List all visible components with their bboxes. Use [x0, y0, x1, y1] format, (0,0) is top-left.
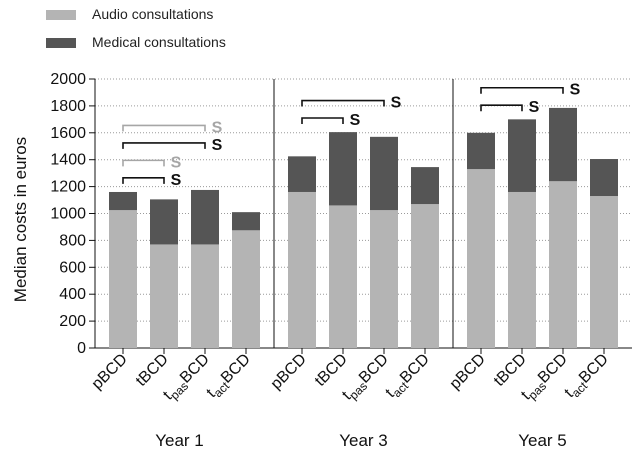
bar-medical-3-2 — [508, 119, 536, 192]
significance-bracket-3-2 — [480, 86, 564, 94]
bar-audio-1-2 — [150, 244, 178, 348]
significance-label-1-1: S — [171, 172, 182, 189]
bar-audio-1-4 — [232, 230, 260, 348]
significance-bracket-1-2 — [122, 159, 165, 167]
category-label-1-2: tBCD — [133, 351, 172, 390]
bar-medical-2-2 — [329, 132, 357, 206]
y-axis-label: Median costs in euros — [11, 137, 30, 302]
bar-audio-3-1 — [467, 169, 495, 348]
bar-audio-2-3 — [370, 210, 398, 348]
bar-medical-2-1 — [288, 156, 316, 192]
bar-medical-3-3 — [549, 107, 577, 182]
bar-medical-3-1 — [467, 132, 495, 170]
category-label-3-4: tactBCD — [561, 351, 614, 404]
bar-audio-2-4 — [411, 204, 439, 348]
bar-medical-1-3 — [191, 189, 219, 245]
category-label-2-3: tpasBCD — [339, 351, 394, 406]
legend-label-medical: Medical consultations — [92, 34, 226, 50]
significance-label-1-3: S — [212, 137, 223, 154]
category-label-3-3: tpasBCD — [518, 351, 573, 406]
y-tick-label-8: 1600 — [50, 125, 86, 142]
category-label-2-4: tactBCD — [382, 351, 435, 404]
bar-audio-3-3 — [549, 181, 577, 348]
bar-audio-2-2 — [329, 205, 357, 348]
category-label-2-1: pBCD — [268, 351, 310, 393]
legend-swatch-medical — [46, 38, 76, 48]
bar-medical-1-2 — [150, 199, 178, 245]
significance-label-1-4: S — [212, 119, 223, 136]
significance-bracket-2-2 — [301, 99, 385, 107]
significance-label-2-2: S — [391, 95, 402, 112]
category-label-2-2: tBCD — [312, 351, 351, 390]
bar-medical-3-4 — [590, 159, 618, 197]
bar-audio-3-2 — [508, 191, 536, 348]
bar-medical-1-4 — [232, 212, 260, 231]
significance-label-2-1: S — [350, 112, 361, 129]
legend-label-audio: Audio consultations — [92, 6, 214, 22]
category-label-1-1: pBCD — [89, 351, 131, 393]
significance-bracket-1-3 — [122, 142, 206, 149]
bar-audio-1-3 — [191, 244, 219, 348]
panel-label-3: Year 5 — [518, 431, 567, 450]
y-tick-label-4: 800 — [59, 232, 86, 249]
y-tick-label-6: 1200 — [50, 179, 86, 196]
y-tick-label-0: 0 — [77, 340, 86, 357]
bar-medical-2-4 — [411, 167, 439, 205]
y-tick-label-5: 1000 — [50, 206, 86, 223]
significance-bracket-3-1 — [480, 104, 523, 112]
significance-label-3-2: S — [570, 82, 581, 99]
bar-audio-2-1 — [288, 191, 316, 348]
category-label-3-2: tBCD — [491, 351, 530, 390]
bar-medical-2-3 — [370, 136, 398, 211]
panel-label-1: Year 1 — [155, 431, 204, 450]
bar-audio-1-1 — [109, 210, 137, 348]
significance-label-1-2: S — [171, 154, 182, 171]
category-label-3-1: pBCD — [447, 351, 489, 393]
y-tick-label-10: 2000 — [50, 71, 86, 88]
bar-audio-3-4 — [590, 196, 618, 348]
significance-bracket-2-1 — [301, 117, 344, 125]
bar-medical-1-1 — [109, 191, 137, 211]
significance-label-3-1: S — [529, 99, 540, 116]
significance-bracket-1-4 — [122, 124, 206, 132]
panel-label-2: Year 3 — [339, 431, 388, 450]
category-label-1-4: tactBCD — [203, 351, 256, 404]
y-tick-label-9: 1800 — [50, 98, 86, 115]
y-tick-label-1: 200 — [59, 313, 86, 330]
y-tick-label-2: 400 — [59, 286, 86, 303]
y-tick-label-3: 600 — [59, 259, 86, 276]
y-tick-label-7: 1400 — [50, 152, 86, 169]
category-label-1-3: tpasBCD — [160, 351, 215, 406]
legend-swatch-audio — [46, 10, 76, 20]
significance-bracket-1-1 — [122, 177, 165, 184]
